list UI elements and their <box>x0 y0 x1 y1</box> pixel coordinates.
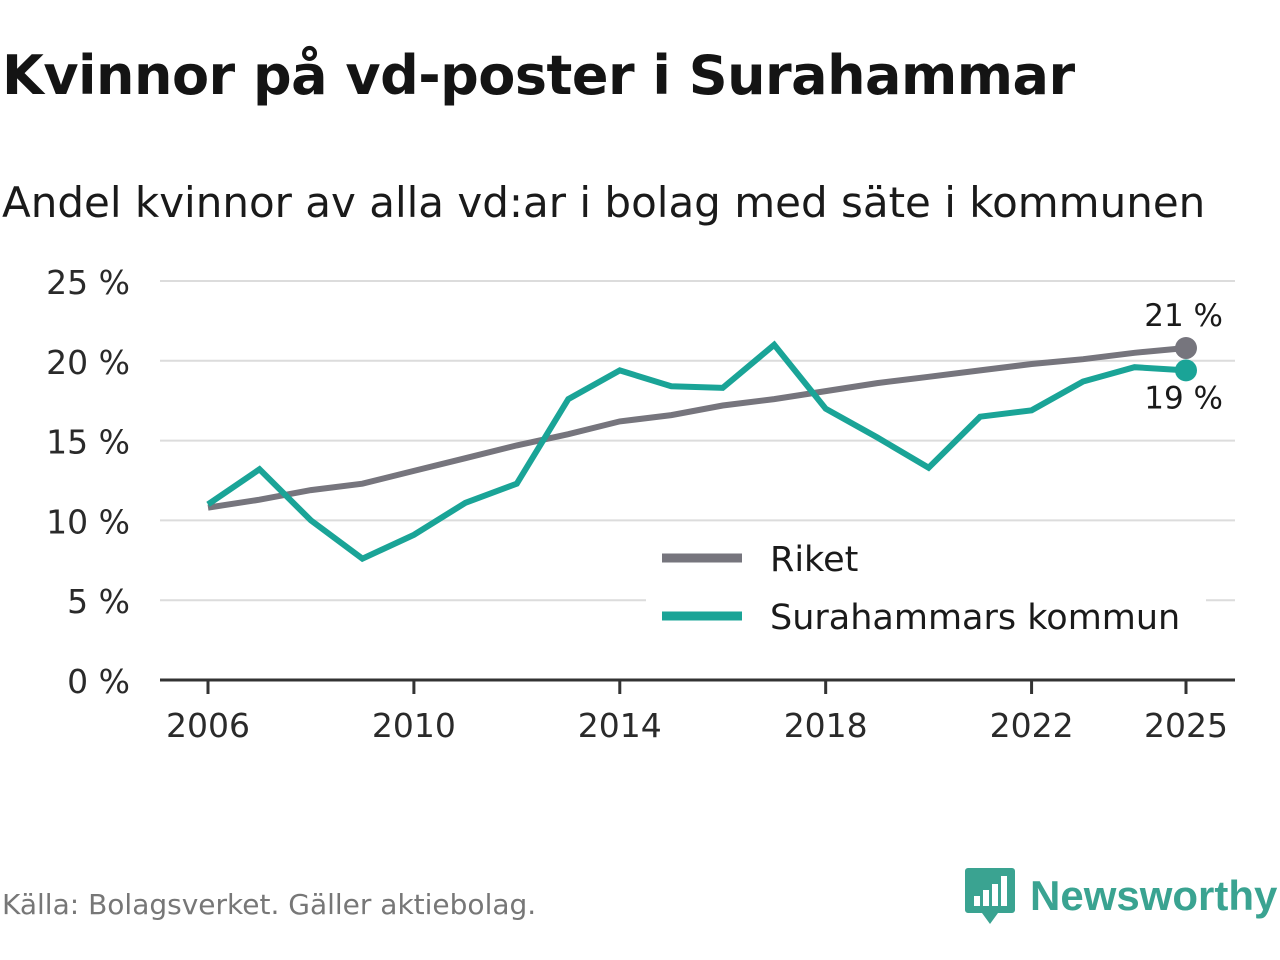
y-tick-label: 20 % <box>46 343 130 382</box>
end-point-marker <box>1175 337 1197 360</box>
end-value-label: 21 % <box>1144 298 1223 334</box>
brand-name: Newsworthy <box>1030 872 1278 919</box>
legend-label: Surahammars kommun <box>770 598 1180 638</box>
source-note: Källa: Bolagsverket. Gäller aktiebolag. <box>2 888 537 921</box>
x-tick-label: 2014 <box>578 706 662 745</box>
y-tick-label: 10 % <box>46 502 130 541</box>
chart-title: Kvinnor på vd-poster i Surahammar <box>2 44 1075 107</box>
x-tick-label: 2006 <box>166 706 250 745</box>
legend: Riket Surahammars kommun <box>646 528 1206 652</box>
y-tick-label: 0 % <box>67 662 130 701</box>
x-tick-label: 2018 <box>784 706 868 745</box>
x-tick-label: 2022 <box>990 706 1074 745</box>
y-tick-label: 25 % <box>46 263 130 302</box>
brand-logo: Newsworthy <box>964 866 1277 926</box>
y-tick-label: 15 % <box>46 423 130 462</box>
end-point-marker <box>1175 359 1197 382</box>
series-line <box>207 345 1187 511</box>
series-lines: 21 % 19 % <box>206 298 1223 563</box>
newsworthy-logo-icon <box>965 868 1015 924</box>
legend-background <box>646 528 1206 652</box>
x-axis: 2006 2010 2014 2018 2022 2025 <box>160 678 1235 745</box>
end-value-label: 19 % <box>1144 380 1223 416</box>
x-tick-label: 2025 <box>1144 706 1228 745</box>
x-tick-label: 2010 <box>372 706 456 745</box>
legend-label: Riket <box>770 540 858 580</box>
series-line <box>206 340 1187 563</box>
y-axis-tick-labels: 0 % 5 % 10 % 15 % 20 % 25 % <box>46 263 130 701</box>
chart-subtitle: Andel kvinnor av alla vd:ar i bolag med … <box>2 178 1206 227</box>
y-tick-label: 5 % <box>67 582 130 621</box>
